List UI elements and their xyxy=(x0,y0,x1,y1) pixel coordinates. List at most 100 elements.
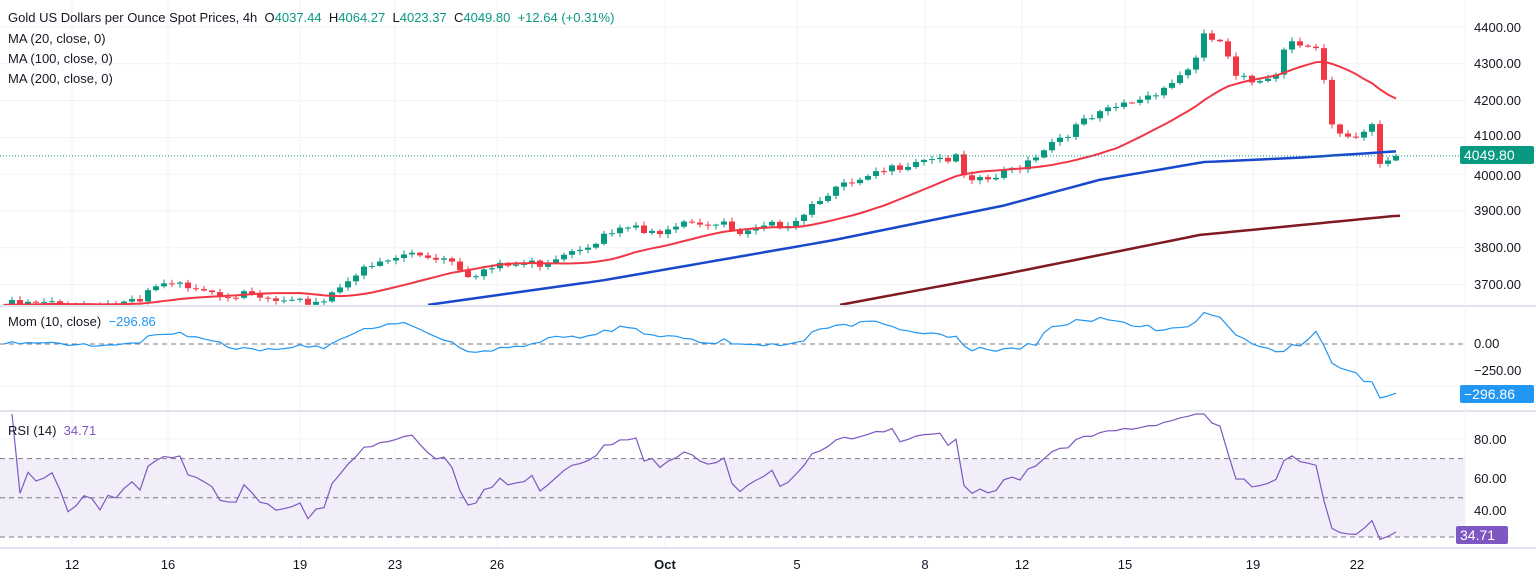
candle-body xyxy=(1049,142,1055,151)
candle-body xyxy=(409,252,415,255)
rsi-value-tag: 34.71 xyxy=(1456,526,1508,544)
candle-body xyxy=(489,268,495,270)
candle-body xyxy=(593,243,599,248)
candle-body xyxy=(697,222,703,225)
current-price-tag: 4049.80 xyxy=(1460,146,1534,164)
time-tick: 26 xyxy=(489,557,505,572)
low-label: L xyxy=(392,10,400,25)
candle-body xyxy=(153,286,159,291)
time-tick: 19 xyxy=(292,557,308,572)
candle-body xyxy=(1305,45,1311,47)
candle-body xyxy=(273,298,279,301)
time-tick: Oct xyxy=(654,557,676,572)
candle-body xyxy=(321,301,327,303)
ma20-line xyxy=(3,60,1397,305)
high-label: H xyxy=(328,10,339,25)
candle-body xyxy=(665,229,671,235)
candle-body xyxy=(1321,48,1327,80)
candle-body xyxy=(361,266,367,276)
open-value: 4037.44 xyxy=(274,10,322,25)
mom-tick: 0.00 xyxy=(1474,336,1500,351)
candle-body xyxy=(1089,118,1095,120)
candle-body xyxy=(857,179,863,184)
candle-body xyxy=(1369,124,1375,132)
candle-body xyxy=(161,283,167,287)
candle-body xyxy=(569,251,575,255)
rsi-legend[interactable]: RSI (14) 34.71 xyxy=(8,423,96,438)
candle-body xyxy=(993,177,999,180)
mom-legend[interactable]: Mom (10, close) −296.86 xyxy=(8,314,156,329)
candle-body xyxy=(601,233,607,244)
candle-body xyxy=(169,283,175,285)
candle-body xyxy=(233,297,239,299)
open-label: O xyxy=(264,10,275,25)
candle-body xyxy=(817,201,823,204)
candle-body xyxy=(225,297,231,299)
time-tick: 5 xyxy=(793,557,801,572)
mom-label: Mom (10, close) xyxy=(8,314,102,329)
rsi-label: RSI (14) xyxy=(8,423,57,438)
time-tick: 15 xyxy=(1117,557,1133,572)
mom-tick: −250.00 xyxy=(1474,363,1522,378)
candle-body xyxy=(553,259,559,264)
candle-body xyxy=(193,288,199,290)
candle-body xyxy=(1,304,7,305)
candle-body xyxy=(761,225,767,228)
candle-body xyxy=(809,203,815,215)
candle-body xyxy=(1113,106,1119,108)
candle-body xyxy=(345,281,351,288)
candle-body xyxy=(897,165,903,170)
candle-body xyxy=(1193,57,1199,70)
candle-body xyxy=(1313,46,1319,49)
time-tick: 19 xyxy=(1245,557,1261,572)
candle-body xyxy=(1361,131,1367,138)
ma200-legend[interactable]: MA (200, close, 0) xyxy=(8,71,113,86)
candle-body xyxy=(1121,102,1127,107)
candle-body xyxy=(1265,78,1271,81)
candle-body xyxy=(625,227,631,229)
candle-body xyxy=(1345,133,1351,137)
candle-body xyxy=(1353,136,1359,138)
candle-body xyxy=(385,260,391,262)
candle-body xyxy=(177,282,183,284)
candle-body xyxy=(1329,79,1335,125)
rsi-tick: 60.00 xyxy=(1474,471,1507,486)
candle-body xyxy=(929,159,935,161)
candle-body xyxy=(969,175,975,181)
candle-body xyxy=(33,301,39,303)
candle-body xyxy=(937,157,943,160)
candle-body xyxy=(425,255,431,258)
candle-body xyxy=(401,254,407,258)
candle-body xyxy=(905,166,911,170)
symbol-legend: Gold US Dollars per Ounce Spot Prices, 4… xyxy=(8,10,614,25)
price-tick: 4100.00 xyxy=(1474,128,1521,143)
candle-body xyxy=(641,225,647,233)
time-tick: 12 xyxy=(64,557,80,572)
candle-body xyxy=(393,257,399,261)
candle-body xyxy=(1377,124,1383,164)
candle-body xyxy=(889,165,895,172)
time-tick: 8 xyxy=(921,557,929,572)
candle-body xyxy=(369,265,375,267)
candle-body xyxy=(417,252,423,256)
candle-body xyxy=(1161,87,1167,96)
time-tick: 22 xyxy=(1349,557,1365,572)
candle-body xyxy=(769,221,775,226)
price-tick: 3900.00 xyxy=(1474,203,1521,218)
ma100-legend[interactable]: MA (100, close, 0) xyxy=(8,51,113,66)
candle-body xyxy=(657,230,663,235)
rsi-tick: 80.00 xyxy=(1474,432,1507,447)
candle-body xyxy=(377,261,383,266)
candle-body xyxy=(737,230,743,235)
price-tick: 4400.00 xyxy=(1474,20,1521,35)
candle-body xyxy=(137,299,143,302)
ma20-legend[interactable]: MA (20, close, 0) xyxy=(8,31,106,46)
candle-body xyxy=(449,258,455,262)
candle-body xyxy=(1153,95,1159,97)
time-tick: 12 xyxy=(1014,557,1030,572)
candle-body xyxy=(1177,75,1183,84)
candle-body xyxy=(841,182,847,187)
candle-body xyxy=(201,289,207,291)
